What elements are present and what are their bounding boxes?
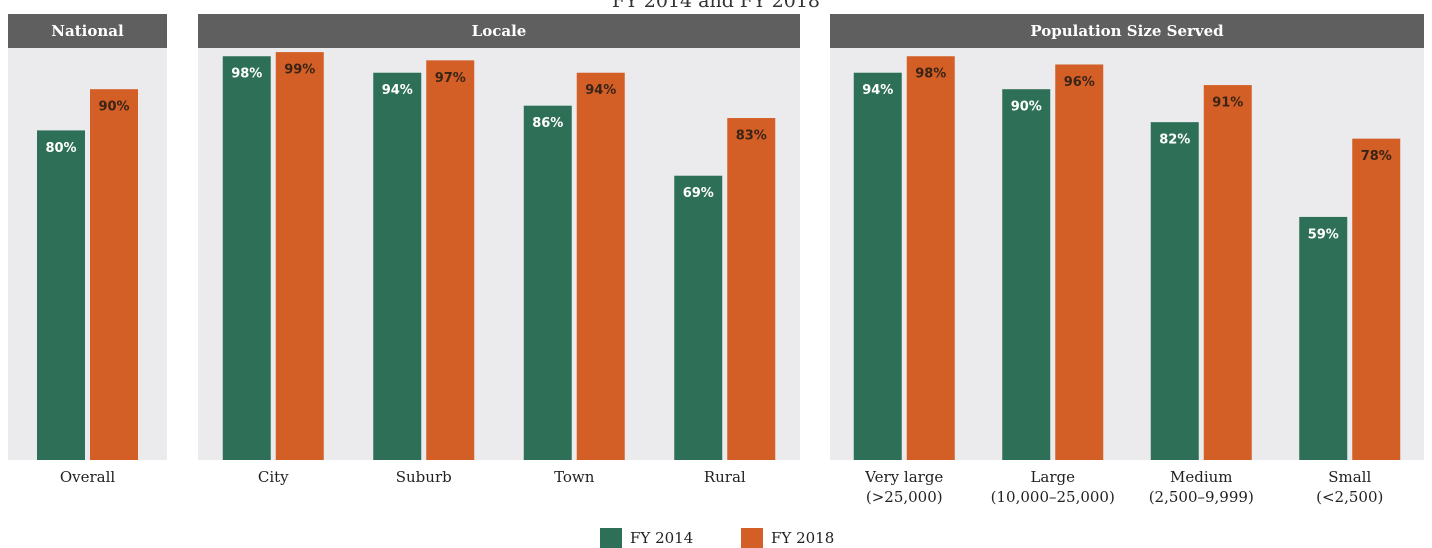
value-label: 94%: [862, 83, 893, 98]
value-label: 82%: [1159, 133, 1190, 148]
panel-title: Population Size Served: [1030, 22, 1224, 40]
x-tick-label: Medium: [1170, 468, 1233, 486]
x-tick-label: (10,000–25,000): [991, 488, 1115, 506]
x-tick-label: (<2,500): [1316, 488, 1383, 506]
x-tick-label: Overall: [60, 468, 116, 486]
bar: [1299, 216, 1348, 460]
x-tick-label: Small: [1328, 468, 1371, 486]
value-label: 69%: [683, 186, 714, 201]
value-label: 59%: [1308, 227, 1339, 242]
x-tick-label: Large: [1030, 468, 1075, 486]
bar: [37, 130, 85, 460]
value-label: 86%: [532, 116, 563, 131]
legend-label: FY 2018: [771, 529, 834, 547]
panel-title: Locale: [472, 22, 527, 40]
value-label: 99%: [284, 63, 315, 78]
bar: [222, 56, 271, 461]
legend-label: FY 2014: [630, 529, 693, 547]
value-label: 94%: [585, 83, 616, 98]
x-tick-label: Suburb: [396, 468, 452, 486]
x-tick-label: Town: [554, 468, 595, 486]
x-tick-label: Rural: [704, 468, 746, 486]
panel-background: [8, 48, 167, 460]
bar: [373, 72, 422, 460]
panel-header: [830, 14, 1424, 48]
value-label: 90%: [98, 100, 129, 115]
legend-swatch: [600, 528, 622, 548]
bar: [1203, 85, 1252, 460]
value-label: 90%: [1011, 100, 1042, 115]
x-tick-label: (>25,000): [866, 488, 943, 506]
value-label: 78%: [1361, 149, 1392, 164]
bar: [576, 72, 625, 460]
x-tick-label: City: [258, 468, 289, 486]
value-label: 98%: [915, 67, 946, 82]
bar: [853, 72, 902, 460]
value-label: 80%: [45, 141, 76, 156]
bar: [727, 118, 776, 460]
value-label: 83%: [736, 129, 767, 144]
value-label: 91%: [1212, 96, 1243, 111]
value-label: 97%: [435, 71, 466, 86]
bar: [90, 89, 138, 460]
bar: [523, 105, 572, 461]
bar: [275, 52, 324, 461]
bar: [426, 60, 475, 461]
bar: [906, 56, 955, 461]
panel-title: National: [51, 22, 124, 40]
panel-header: [198, 14, 800, 48]
x-tick-label: Very large: [864, 468, 943, 486]
bar: [1352, 138, 1401, 460]
x-tick-label: (2,500–9,999): [1149, 488, 1254, 506]
value-label: 94%: [382, 83, 413, 98]
chart-title: FY 2014 and FY 2018: [612, 0, 820, 12]
value-label: 98%: [231, 67, 262, 82]
value-label: 96%: [1064, 75, 1095, 90]
bar: [1055, 64, 1104, 460]
bar: [674, 175, 723, 460]
panel-header: [8, 14, 167, 48]
legend-swatch: [741, 528, 763, 548]
bar: [1002, 89, 1051, 460]
bar: [1150, 122, 1199, 460]
